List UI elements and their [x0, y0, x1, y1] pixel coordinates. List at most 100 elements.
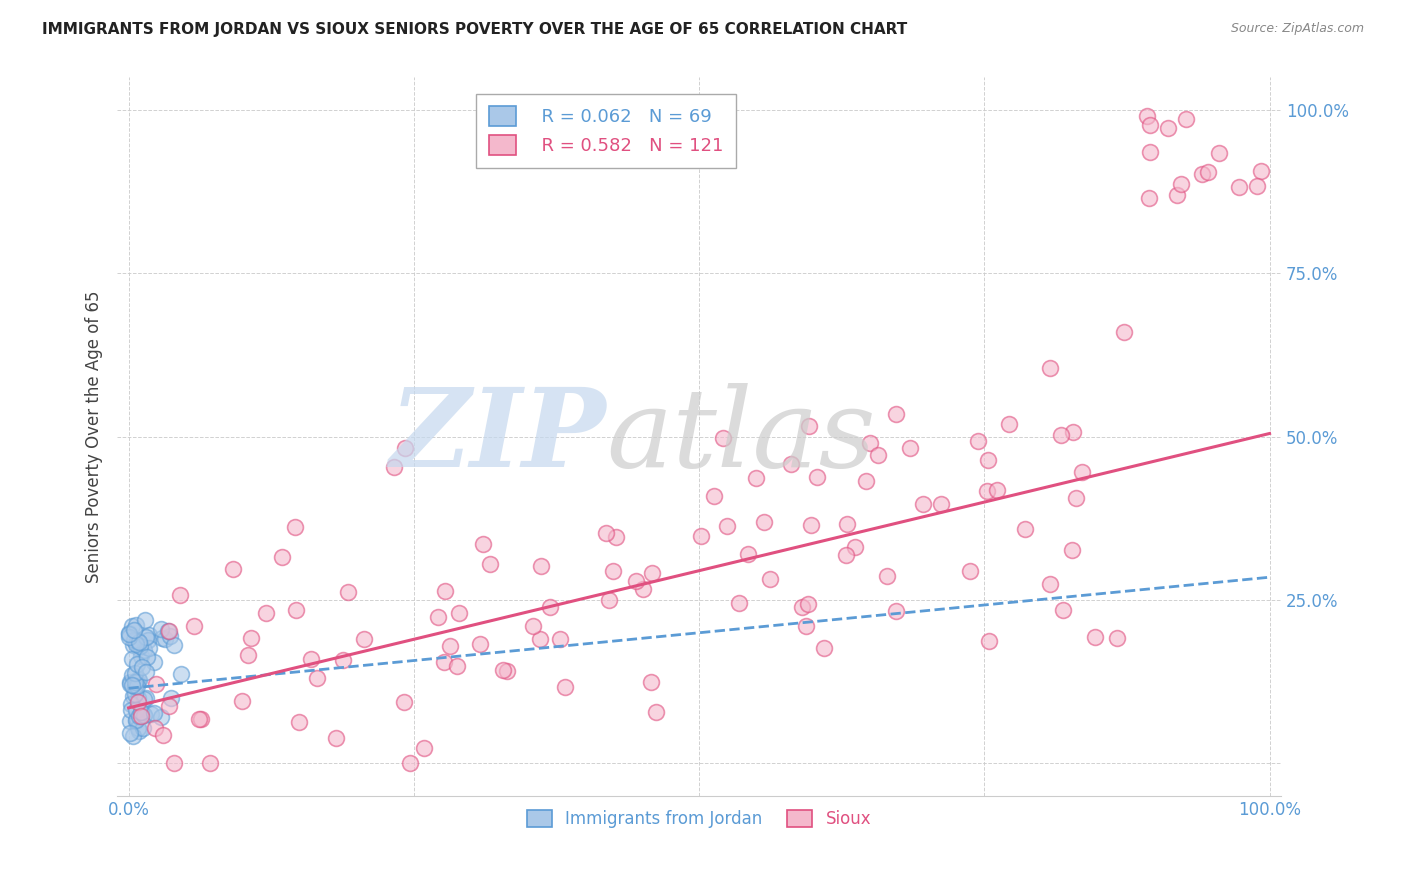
Point	[794, 619, 817, 633]
Point	[125, 703, 148, 717]
Point	[128, 641, 150, 656]
Point	[976, 483, 998, 498]
Point	[157, 624, 180, 638]
Point	[468, 637, 491, 651]
Point	[136, 649, 159, 664]
Point	[337, 584, 360, 599]
Point	[129, 705, 152, 719]
Point	[325, 731, 347, 745]
Point	[835, 516, 858, 531]
Point	[134, 692, 156, 706]
Point	[188, 712, 211, 726]
Point	[129, 639, 152, 653]
Point	[132, 643, 155, 657]
Point	[959, 564, 981, 578]
Point	[143, 721, 166, 735]
Point	[124, 687, 146, 701]
Point	[143, 706, 166, 720]
Point	[222, 562, 245, 576]
Point	[160, 690, 183, 705]
Point	[866, 448, 889, 462]
Point	[728, 596, 751, 610]
Point	[150, 709, 173, 723]
Point	[128, 723, 150, 738]
Point	[120, 698, 142, 712]
Point	[1139, 118, 1161, 132]
Point	[1084, 630, 1107, 644]
Point	[792, 599, 814, 614]
Point	[550, 632, 572, 646]
Point	[122, 729, 145, 743]
Point	[157, 624, 180, 638]
Point	[135, 690, 157, 705]
Point	[155, 632, 177, 647]
Point	[134, 707, 156, 722]
Point	[1191, 167, 1213, 181]
Point	[138, 641, 160, 656]
Y-axis label: Seniors Poverty Over the Age of 65: Seniors Poverty Over the Age of 65	[86, 291, 103, 583]
Point	[645, 705, 668, 719]
Point	[125, 674, 148, 689]
Point	[129, 648, 152, 663]
Point	[152, 728, 174, 742]
Point	[1049, 428, 1071, 442]
Point	[170, 666, 193, 681]
Point	[554, 680, 576, 694]
Point	[139, 706, 162, 721]
Text: Source: ZipAtlas.com: Source: ZipAtlas.com	[1230, 22, 1364, 36]
Point	[121, 619, 143, 633]
Point	[529, 632, 551, 646]
Point	[1039, 360, 1062, 375]
Point	[127, 695, 149, 709]
Point	[128, 673, 150, 687]
Point	[118, 626, 141, 640]
Point	[1136, 109, 1159, 123]
Point	[135, 630, 157, 644]
Text: IMMIGRANTS FROM JORDAN VS SIOUX SENIORS POVERTY OVER THE AGE OF 65 CORRELATION C: IMMIGRANTS FROM JORDAN VS SIOUX SENIORS …	[42, 22, 907, 37]
Point	[125, 637, 148, 651]
Point	[1052, 603, 1074, 617]
Point	[121, 652, 143, 666]
Point	[835, 548, 858, 562]
Point	[169, 588, 191, 602]
Point	[624, 574, 647, 588]
Point	[439, 640, 461, 654]
Point	[398, 756, 420, 771]
Point	[236, 648, 259, 662]
Point	[977, 453, 1000, 467]
Point	[183, 619, 205, 633]
Text: atlas: atlas	[606, 383, 876, 491]
Point	[1066, 491, 1088, 505]
Point	[125, 714, 148, 728]
Point	[127, 711, 149, 725]
Point	[1062, 425, 1084, 440]
Point	[1197, 164, 1219, 178]
Point	[844, 541, 866, 555]
Point	[120, 703, 142, 717]
Point	[198, 756, 221, 771]
Point	[159, 629, 181, 643]
Point	[641, 566, 664, 581]
Point	[598, 593, 620, 607]
Point	[122, 632, 145, 647]
Point	[605, 530, 627, 544]
Point	[394, 695, 416, 709]
Point	[876, 569, 898, 583]
Point	[299, 651, 322, 665]
Point	[1208, 145, 1230, 160]
Point	[1166, 187, 1188, 202]
Point	[129, 709, 152, 723]
Point	[855, 474, 877, 488]
Point	[602, 565, 624, 579]
Point	[711, 431, 734, 445]
Point	[136, 633, 159, 648]
Point	[163, 638, 186, 652]
Point	[288, 715, 311, 730]
Point	[595, 526, 617, 541]
Point	[353, 632, 375, 647]
Point	[479, 558, 502, 572]
Point	[758, 572, 780, 586]
Point	[124, 681, 146, 695]
Point	[1174, 112, 1197, 127]
Point	[121, 678, 143, 692]
